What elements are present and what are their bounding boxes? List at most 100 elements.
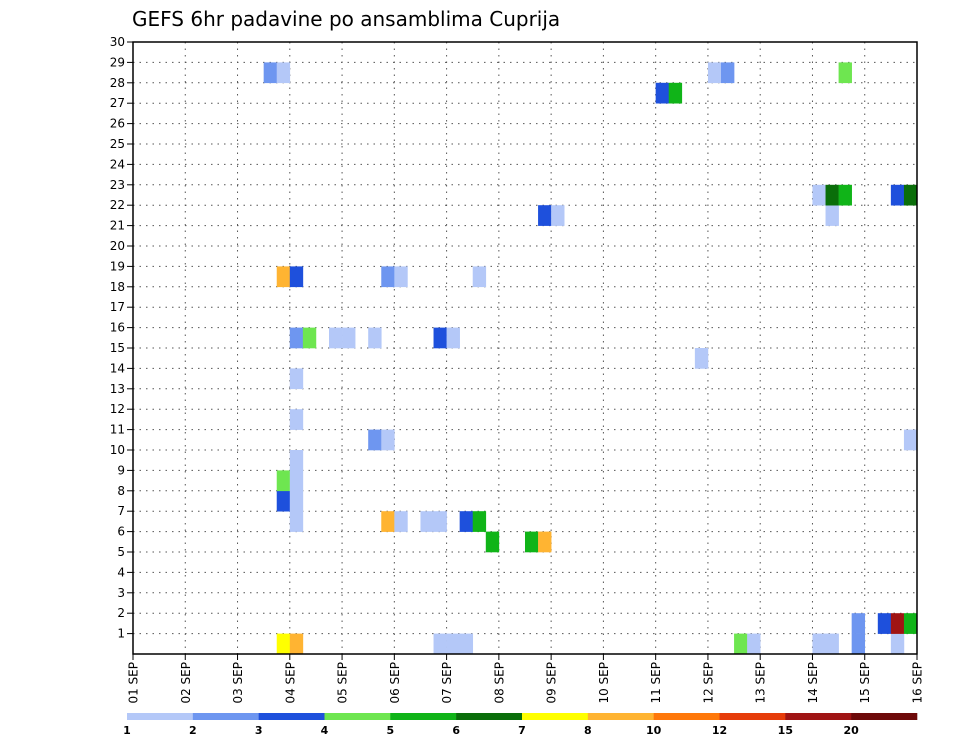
data-cell bbox=[525, 531, 539, 553]
data-cell bbox=[721, 62, 735, 84]
y-tick-label: 26 bbox=[110, 117, 125, 131]
colorbar-label: 15 bbox=[778, 724, 793, 737]
y-tick-label: 12 bbox=[110, 402, 125, 416]
x-ticks: 01 SEP 02 SEP 03 SEP 04 SEP 05 SEP 06 SEP 07 S… bbox=[127, 654, 925, 704]
colorbar-legend: 1 2 3 4 5 6 7 8 10 12 15 20 bbox=[123, 713, 918, 737]
y-tick-label: 8 bbox=[117, 484, 125, 498]
data-cell bbox=[276, 62, 291, 84]
data-cell bbox=[825, 633, 839, 655]
data-cell bbox=[276, 633, 291, 655]
data-cell bbox=[263, 62, 278, 84]
colorbar-swatch bbox=[719, 713, 786, 720]
data-cell bbox=[903, 429, 918, 451]
y-tick-label: 6 bbox=[117, 525, 125, 539]
data-cell bbox=[694, 348, 709, 369]
colorbar-label: 20 bbox=[844, 724, 860, 737]
data-cell bbox=[446, 327, 460, 349]
y-tick-label: 21 bbox=[110, 219, 125, 233]
x-tick-label: 01 SEP bbox=[127, 662, 141, 704]
y-tick-label: 24 bbox=[110, 157, 125, 171]
data-cell bbox=[903, 613, 918, 634]
colorbar-label: 12 bbox=[712, 724, 727, 737]
colorbar-swatch bbox=[390, 713, 457, 720]
data-cell bbox=[368, 327, 382, 349]
y-tick-label: 10 bbox=[110, 443, 125, 457]
x-tick-label: 05 SEP bbox=[336, 662, 350, 704]
data-cell bbox=[472, 511, 487, 532]
y-tick-label: 9 bbox=[117, 463, 125, 477]
colorbar-label: 7 bbox=[518, 724, 526, 737]
data-cell bbox=[394, 511, 408, 532]
x-tick-label: 14 SEP bbox=[806, 662, 820, 704]
y-tick-label: 11 bbox=[110, 423, 125, 437]
x-tick-label: 06 SEP bbox=[388, 662, 402, 704]
data-cell bbox=[538, 531, 552, 553]
x-tick-label: 09 SEP bbox=[545, 662, 559, 704]
x-tick-label: 07 SEP bbox=[440, 662, 454, 704]
colorbar-label: 2 bbox=[189, 724, 197, 737]
x-tick-label: 15 SEP bbox=[858, 662, 872, 704]
x-tick-label: 02 SEP bbox=[179, 662, 193, 704]
y-tick-label: 17 bbox=[110, 300, 125, 314]
data-cell bbox=[538, 205, 552, 226]
y-tick-label: 29 bbox=[110, 55, 125, 69]
data-cell bbox=[890, 613, 905, 634]
y-tick-label: 25 bbox=[110, 137, 125, 151]
colorbar-label: 8 bbox=[584, 724, 592, 737]
y-tick-label: 5 bbox=[117, 545, 125, 559]
data-cell bbox=[890, 633, 905, 655]
data-cell bbox=[289, 409, 304, 430]
data-cell bbox=[747, 633, 761, 655]
x-tick-label: 12 SEP bbox=[701, 662, 715, 704]
data-cell bbox=[289, 511, 304, 532]
data-cell bbox=[446, 633, 460, 655]
colorbar-swatch bbox=[653, 713, 720, 720]
chart-title: GEFS 6hr padavine po ansamblima Cuprija bbox=[132, 7, 560, 31]
y-tick-label: 30 bbox=[110, 35, 125, 49]
data-cells bbox=[263, 62, 918, 655]
y-tick-label: 18 bbox=[110, 280, 125, 294]
data-cell bbox=[289, 368, 304, 390]
y-tick-label: 20 bbox=[110, 239, 125, 253]
data-cell bbox=[276, 490, 291, 512]
colorbar-swatch bbox=[522, 713, 589, 720]
y-tick-label: 27 bbox=[110, 96, 125, 110]
data-cell bbox=[825, 184, 839, 206]
x-tick-label: 08 SEP bbox=[492, 662, 506, 704]
data-cell bbox=[420, 511, 434, 532]
data-cell bbox=[289, 327, 304, 349]
data-cell bbox=[890, 184, 905, 206]
colorbar-swatch bbox=[192, 713, 259, 720]
y-tick-label: 3 bbox=[117, 586, 125, 600]
data-cell bbox=[838, 184, 852, 206]
data-cell bbox=[289, 470, 304, 492]
data-cell bbox=[329, 327, 343, 349]
x-tick-label: 13 SEP bbox=[754, 662, 768, 704]
colorbar-label: 3 bbox=[255, 724, 263, 737]
data-cell bbox=[394, 266, 408, 288]
data-cell bbox=[381, 266, 395, 288]
data-cell bbox=[877, 613, 892, 634]
x-tick-label: 11 SEP bbox=[649, 662, 663, 704]
data-cell bbox=[707, 62, 722, 84]
colorbar-swatch bbox=[324, 713, 391, 720]
y-tick-label: 7 bbox=[117, 504, 125, 518]
data-cell bbox=[851, 613, 866, 634]
y-tick-label: 19 bbox=[110, 259, 125, 273]
colorbar-swatch bbox=[127, 713, 194, 720]
data-cell bbox=[812, 184, 826, 206]
data-cell bbox=[342, 327, 356, 349]
y-tick-label: 1 bbox=[117, 627, 125, 641]
colorbar-label: 4 bbox=[321, 724, 329, 737]
data-cell bbox=[381, 511, 395, 532]
data-cell bbox=[734, 633, 748, 655]
data-cell bbox=[459, 511, 474, 532]
data-cell bbox=[276, 266, 291, 288]
data-cell bbox=[851, 633, 866, 655]
data-cell bbox=[838, 62, 852, 84]
x-tick-label: 16 SEP bbox=[911, 662, 925, 704]
data-cell bbox=[289, 633, 304, 655]
data-cell bbox=[812, 633, 826, 655]
data-cell bbox=[302, 327, 317, 349]
